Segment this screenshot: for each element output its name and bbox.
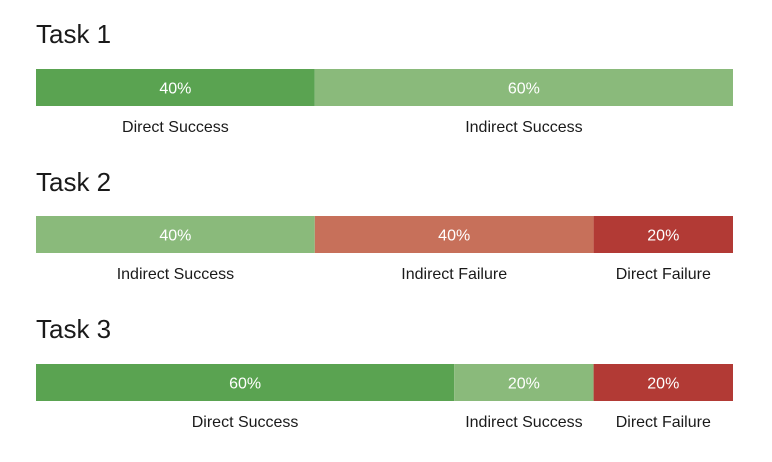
data-label: 40% (159, 228, 191, 245)
data-label: 20% (647, 376, 679, 393)
bar-segment (36, 216, 315, 253)
bar-segment (593, 364, 733, 401)
task-group: Task 2 40% Indirect Success 40% Indirect Fai… (36, 167, 733, 283)
category-label: Indirect Success (117, 266, 234, 283)
category-label: Direct Failure (616, 266, 711, 283)
task-title: Task 3 (36, 314, 111, 344)
task-group: Task 3 60% Direct Success 20% Indirect Succe… (36, 314, 733, 431)
data-label: 20% (508, 376, 540, 393)
bar-segment (36, 69, 315, 106)
category-label: Indirect Success (465, 119, 582, 136)
task-title: Task 2 (36, 167, 111, 197)
bar-segment (36, 364, 455, 401)
data-label: 40% (159, 81, 191, 98)
task-title: Task 1 (36, 19, 111, 49)
data-label: 60% (229, 376, 261, 393)
bar-segment (314, 216, 594, 253)
data-label: 20% (647, 228, 679, 245)
data-label: 40% (438, 228, 470, 245)
category-label: Indirect Failure (401, 266, 507, 283)
category-label: Direct Success (192, 414, 299, 431)
bar-segment (454, 364, 594, 401)
category-label: Direct Success (122, 119, 229, 136)
data-label: 60% (508, 81, 540, 98)
task-group: Task 1 40% Direct Success 60% Indirect Succe… (36, 19, 733, 136)
category-label: Indirect Success (465, 414, 582, 431)
category-label: Direct Failure (616, 414, 711, 431)
bar-segment (314, 69, 733, 106)
bar-segment (593, 216, 733, 253)
